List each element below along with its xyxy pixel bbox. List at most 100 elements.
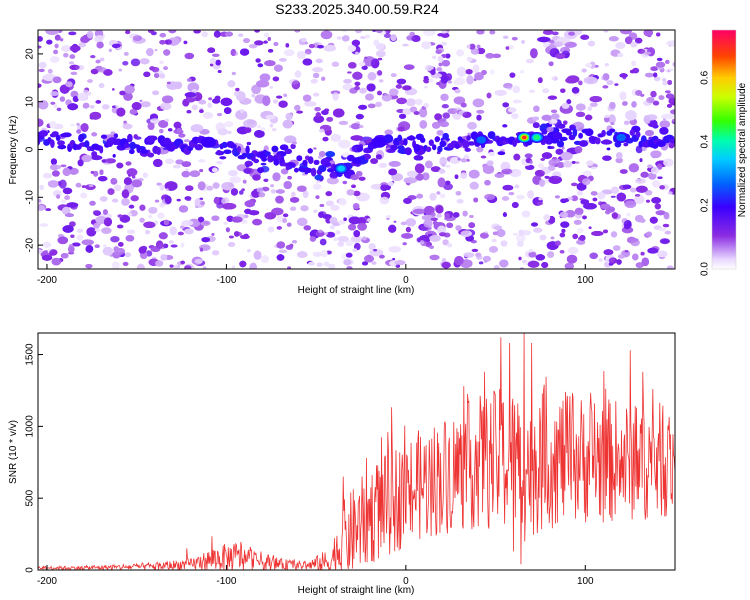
- spectrogram-cell: [350, 123, 361, 130]
- spectrogram-cell: [579, 235, 586, 241]
- spectrogram-cell: [289, 243, 294, 248]
- spectrogram-cell: [206, 185, 214, 191]
- spectrogram-cell: [239, 260, 247, 268]
- spectrogram-cell: [235, 109, 248, 120]
- spectrogram-cell: [486, 92, 492, 99]
- spectrogram-cell: [445, 180, 451, 185]
- spectrogram-cell: [58, 179, 67, 189]
- spectrogram-cell: [159, 73, 166, 79]
- spectrogram-cell: [376, 50, 386, 58]
- spectrogram-cell: [47, 180, 59, 188]
- spectrogram-cell: [139, 58, 150, 65]
- spectrogram-cell: [222, 203, 237, 210]
- spectrogram-ridge-cell: [466, 135, 471, 141]
- spectrogram-cell: [61, 199, 67, 203]
- spectrogram-cell: [284, 135, 297, 144]
- spectrogram-cell: [590, 102, 598, 107]
- spectrogram-cell: [68, 31, 77, 36]
- spectrogram-cell: [662, 78, 667, 82]
- colorbar-tick-label: 0.6: [700, 70, 711, 84]
- spectrogram-cell: [77, 159, 84, 167]
- spectrogram-cell: [441, 60, 450, 67]
- spectrogram-cell: [217, 128, 229, 136]
- spectrogram-cell: [460, 172, 468, 179]
- spectrogram-cell: [456, 199, 464, 204]
- spectrogram-cell: [89, 200, 96, 206]
- spectrogram-cell: [257, 167, 264, 174]
- spectrogram-cell: [52, 76, 62, 84]
- spectrogram-cell: [366, 83, 376, 92]
- spectrogram-cell: [309, 236, 316, 242]
- spectrogram-cell: [115, 105, 119, 109]
- spectrogram-cell: [468, 169, 480, 179]
- spectrogram-cell: [578, 80, 583, 86]
- spectrogram-cell: [229, 235, 234, 239]
- spectrogram-cell: [76, 234, 84, 241]
- colorbar-frame: [711, 29, 737, 270]
- spectrogram-cell: [571, 87, 580, 94]
- spectrogram-cell: [539, 234, 547, 241]
- spectrogram-cell: [102, 104, 110, 110]
- spectrogram-cell: [124, 85, 135, 94]
- spectrogram-cell: [373, 249, 377, 252]
- spectrogram-cell: [94, 228, 101, 232]
- spectrogram-cell: [619, 169, 628, 174]
- spectrogram-cell: [393, 220, 397, 223]
- spectrogram-cell: [184, 52, 194, 60]
- spectrogram-cell: [332, 92, 339, 101]
- spectrogram-cell: [321, 76, 326, 81]
- spectrogram-cell: [464, 148, 471, 152]
- spectrogram-cell: [439, 118, 447, 122]
- spectrogram-cell: [212, 53, 220, 57]
- spectrogram-cell: [46, 39, 53, 45]
- spectrogram-cell: [428, 78, 434, 83]
- spectrogram-cell: [313, 92, 320, 97]
- spectrogram-ridge-cell: [425, 146, 432, 153]
- spectrogram-cell: [38, 68, 45, 73]
- spectrogram-cell: [176, 198, 181, 202]
- spectrogram-cell: [505, 46, 510, 50]
- spectrogram-cell: [432, 55, 437, 59]
- spectrogram-cell: [396, 78, 407, 85]
- spectrogram-cell: [566, 254, 578, 264]
- spectrogram-cell: [618, 254, 625, 259]
- spectrogram-cell: [131, 102, 142, 111]
- spectrogram-cell: [546, 126, 554, 133]
- spectrogram-ridge-cell: [609, 128, 616, 133]
- spectrogram-cell: [671, 118, 675, 122]
- spectrogram-hotspot: [473, 134, 489, 146]
- spectrogram-cell: [85, 264, 93, 269]
- spectrogram-cell: [466, 44, 471, 49]
- spectrogram-cell: [419, 107, 428, 118]
- spectrogram-cell: [323, 44, 336, 52]
- spectrogram-cell: [62, 225, 74, 233]
- spectrogram-cell: [358, 176, 366, 181]
- spectrogram-cell: [634, 194, 641, 197]
- spectrogram-cell: [157, 212, 165, 219]
- spectrogram-cell: [183, 139, 190, 143]
- spectrogram-cell: [198, 159, 206, 163]
- spectrogram-cell: [80, 192, 88, 199]
- spectrogram-cell: [484, 194, 496, 200]
- spectrogram-cell: [164, 195, 172, 204]
- spectrogram-cell: [257, 125, 261, 129]
- spectrogram-cell: [165, 188, 169, 191]
- spectrogram-cell: [333, 108, 345, 118]
- spectrogram-cell: [86, 227, 97, 237]
- spectrogram-cell: [625, 110, 637, 121]
- spectrogram-cell: [322, 136, 329, 142]
- spectrogram-cell: [436, 191, 441, 195]
- spectrogram-cell: [480, 232, 489, 239]
- spectrogram-ridge-cell: [50, 139, 55, 149]
- spectrogram-ridge-cell: [584, 128, 594, 137]
- spectrogram-cell: [361, 65, 368, 70]
- spectrogram-cell: [462, 111, 472, 118]
- spectrogram-cell: [423, 78, 430, 84]
- spectrogram-cell: [576, 190, 583, 196]
- spectrogram-cell: [616, 192, 626, 202]
- spectrogram-cell: [153, 159, 163, 167]
- spectrogram-cell: [230, 48, 237, 57]
- spectrogram-cell: [551, 113, 560, 120]
- spectrogram-cell: [259, 73, 271, 82]
- spectrogram-cell: [476, 30, 485, 35]
